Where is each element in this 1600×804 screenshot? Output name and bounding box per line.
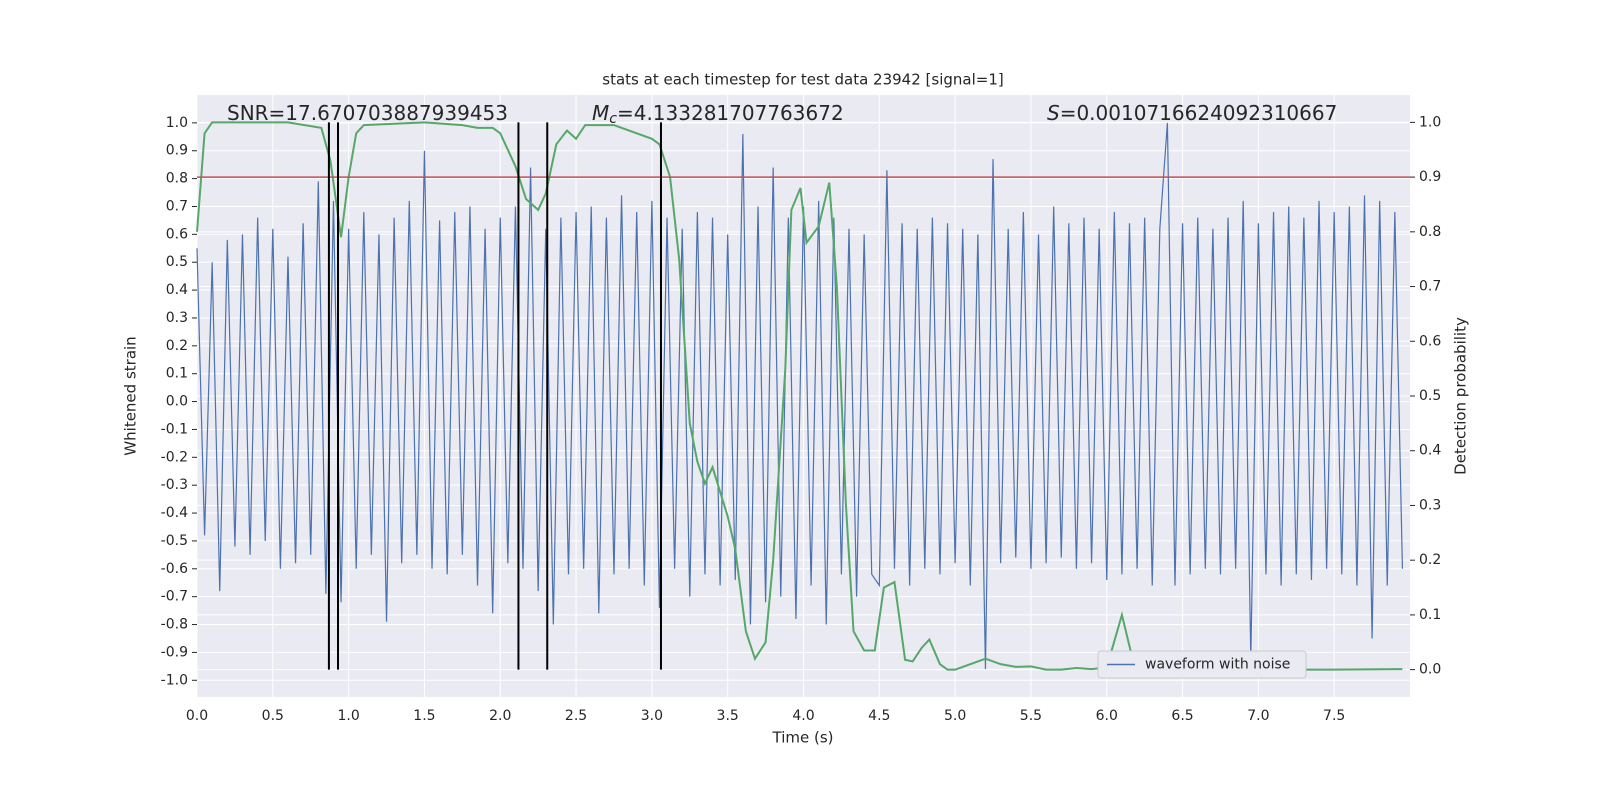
x-tick-label: 3.5 <box>717 708 739 724</box>
x-tick-label: 3.0 <box>641 708 663 724</box>
y-tick-label: -0.7 <box>161 589 188 605</box>
x-tick-label: 1.5 <box>413 708 435 724</box>
y-tick-label: 0.3 <box>166 310 188 326</box>
y-tick-label: 0.8 <box>166 171 188 187</box>
annotation-part: SNR=17.670703887939453 <box>227 101 508 125</box>
x-tick-label: 4.5 <box>868 708 890 724</box>
y2-tick-label: 0.0 <box>1419 662 1441 678</box>
y-tick-label: -0.1 <box>161 421 188 437</box>
y2-tick-label: 0.9 <box>1419 169 1441 185</box>
y-tick-label: 0.6 <box>166 226 188 242</box>
y-tick-label: 0.4 <box>166 282 188 298</box>
y-tick-label: -0.2 <box>161 449 188 465</box>
y2-tick-label: 0.2 <box>1419 552 1441 568</box>
y-tick-label: -0.5 <box>161 533 188 549</box>
x-tick-label: 1.0 <box>337 708 359 724</box>
y-tick-label: 0.5 <box>166 254 188 270</box>
y2-axis-label: Detection probability <box>1452 317 1470 475</box>
x-tick-label: 4.0 <box>792 708 814 724</box>
x-tick-label: 6.5 <box>1171 708 1193 724</box>
y2-tick-label: 0.3 <box>1419 497 1441 513</box>
y2-tick-label: 0.6 <box>1419 333 1441 349</box>
x-tick-label: 5.0 <box>944 708 966 724</box>
y2-tick-label: 0.4 <box>1419 443 1441 459</box>
y-tick-label: 0.1 <box>166 366 188 382</box>
annotation: Mc=4.133281707763672 <box>592 101 844 128</box>
y2-tick-label: 0.5 <box>1419 388 1441 404</box>
y2-tick-label: 0.8 <box>1419 224 1441 240</box>
x-tick-label: 0.0 <box>186 708 208 724</box>
x-tick-label: 7.0 <box>1247 708 1269 724</box>
y-tick-label: -0.9 <box>161 644 188 660</box>
y-tick-label: -0.3 <box>161 477 188 493</box>
series-line <box>196 122 1404 670</box>
y-tick-label: 0.9 <box>166 143 188 159</box>
legend-label: waveform with noise <box>1145 657 1290 673</box>
x-tick-label: 6.0 <box>1096 708 1118 724</box>
y-tick-label: 1.0 <box>166 115 188 131</box>
x-tick-label: 5.5 <box>1020 708 1042 724</box>
x-tick-label: 2.0 <box>489 708 511 724</box>
annotation-part: M <box>592 101 609 125</box>
annotation: S=0.0010716624092310667 <box>1047 101 1337 125</box>
y2-tick-label: 1.0 <box>1419 114 1441 130</box>
x-tick-label: 2.5 <box>565 708 587 724</box>
chart-title: stats at each timestep for test data 239… <box>602 71 1003 89</box>
y2-tick-label: 0.1 <box>1419 607 1441 623</box>
y-tick-label: -0.8 <box>161 617 188 633</box>
annotation-part: =0.0010716624092310667 <box>1060 101 1338 125</box>
x-axis-label: Time (s) <box>772 729 834 747</box>
y-tick-label: -0.4 <box>161 505 188 521</box>
annotation: SNR=17.670703887939453 <box>227 101 508 125</box>
y-tick-label: 0.0 <box>166 394 188 410</box>
annotation-part: =4.133281707763672 <box>617 101 844 125</box>
annotation-part: S <box>1047 101 1060 125</box>
x-tick-label: 0.5 <box>262 708 284 724</box>
y2-tick-label: 0.7 <box>1419 279 1441 295</box>
y-axis-label: Whitened strain <box>122 336 140 455</box>
y-tick-label: -0.6 <box>161 561 188 577</box>
legend-box <box>1097 650 1307 679</box>
annotation-part: c <box>609 111 617 127</box>
y-tick-label: 0.2 <box>166 338 188 354</box>
y-tick-label: 0.7 <box>166 198 188 214</box>
y-tick-label: -1.0 <box>161 672 188 688</box>
x-tick-label: 7.5 <box>1323 708 1345 724</box>
